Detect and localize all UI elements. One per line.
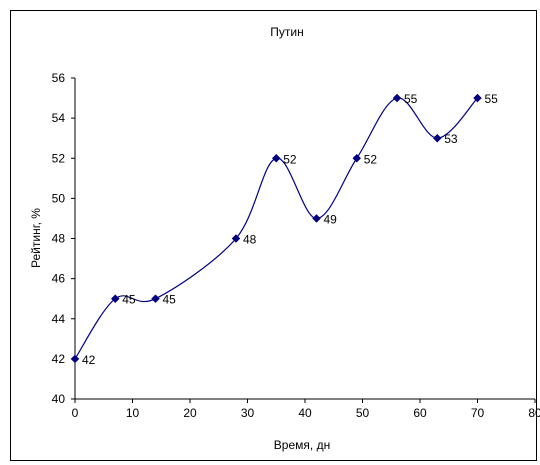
x-tick-label: 20 [183,406,197,420]
data-point [352,153,362,163]
x-tick-label: 60 [413,406,427,420]
data-point [271,153,281,163]
data-label: 52 [364,152,378,166]
data-label: 45 [163,293,177,307]
data-point [110,294,120,304]
data-point [70,354,80,364]
x-tick-label: 70 [471,406,485,420]
chart-title: Путин [270,25,303,39]
y-axis-label: Рейтинг, % [29,208,43,268]
data-label: 55 [404,92,418,106]
y-tick-label: 54 [52,111,66,125]
data-point [312,214,321,223]
x-tick-label: 30 [241,406,255,420]
data-point [231,234,241,243]
data-label: 45 [122,293,136,307]
chart-area [10,10,537,461]
y-tick-label: 52 [52,151,66,165]
x-tick-label: 50 [356,406,370,420]
x-tick-label: 40 [298,406,312,420]
data-label: 52 [283,152,297,166]
x-tick-label: 10 [126,406,140,420]
y-tick-label: 48 [52,232,66,246]
data-point [392,93,402,103]
data-label: 53 [444,132,458,146]
data-point [473,93,482,103]
y-tick-label: 42 [52,352,66,366]
x-tick-label: 0 [72,406,79,420]
data-point [151,294,160,304]
y-tick-label: 44 [52,312,66,326]
y-tick-label: 56 [52,71,66,85]
x-tick-label: 80 [528,406,540,420]
y-tick-label: 40 [52,392,66,406]
data-label: 42 [82,353,96,367]
data-label: 49 [324,212,338,226]
data-point [432,133,442,143]
y-tick-label: 50 [52,191,66,205]
series-line [74,97,478,360]
data-label: 48 [243,233,257,247]
data-label: 55 [485,92,499,106]
x-axis-label: Время, дн [274,438,330,452]
y-tick-label: 46 [52,272,66,286]
